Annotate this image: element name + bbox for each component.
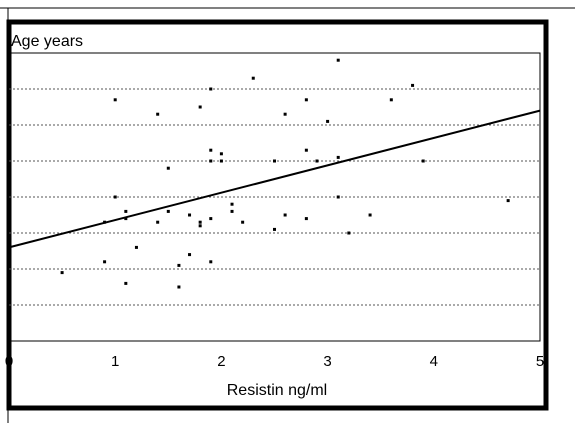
data-point xyxy=(326,119,330,123)
data-point xyxy=(113,98,117,102)
data-point xyxy=(198,224,202,228)
data-point xyxy=(304,148,308,152)
data-point xyxy=(336,58,340,62)
picture-border xyxy=(6,19,549,411)
data-point xyxy=(347,231,351,235)
data-point xyxy=(273,159,276,163)
data-point xyxy=(124,217,128,221)
regression-line xyxy=(8,109,541,249)
x-tick-label: 0 xyxy=(5,353,13,370)
data-point xyxy=(166,166,170,170)
data-point xyxy=(103,260,107,264)
x-tick-label: 3 xyxy=(323,353,331,370)
data-point xyxy=(506,199,510,203)
data-point xyxy=(411,83,415,87)
data-point xyxy=(389,98,393,102)
data-point xyxy=(336,195,340,199)
data-point xyxy=(304,98,308,102)
x-tick-label: 1 xyxy=(111,353,119,370)
data-point xyxy=(113,195,117,199)
data-point xyxy=(241,220,245,224)
data-point xyxy=(283,112,287,116)
data-point xyxy=(209,217,213,221)
data-point xyxy=(198,220,202,224)
data-point xyxy=(421,159,425,163)
data-point xyxy=(368,213,372,217)
data-point xyxy=(251,76,255,80)
data-point xyxy=(273,227,276,231)
data-point xyxy=(230,209,234,213)
scatter-points xyxy=(60,58,510,289)
data-point xyxy=(156,220,160,224)
data-point xyxy=(124,281,128,285)
data-point xyxy=(103,220,107,224)
x-tick-labels: 0 1 2 3 4 5 xyxy=(5,353,544,370)
data-point xyxy=(283,213,287,217)
data-point xyxy=(230,202,234,206)
data-point xyxy=(315,159,319,163)
x-tick-label: 5 xyxy=(536,353,544,370)
data-point xyxy=(188,213,192,217)
data-point xyxy=(188,253,192,257)
x-axis-label: Resistin ng/ml xyxy=(227,382,327,399)
data-point xyxy=(219,159,223,163)
data-point xyxy=(209,87,213,91)
y-axis-label: Age years xyxy=(11,33,83,50)
data-point xyxy=(134,245,138,249)
data-point xyxy=(60,271,64,275)
data-point xyxy=(198,105,202,109)
data-point xyxy=(124,209,128,213)
data-point xyxy=(156,112,160,116)
data-point xyxy=(209,148,213,152)
regression-line-layer xyxy=(8,109,541,249)
data-point xyxy=(304,217,308,221)
grid-lines xyxy=(9,88,540,306)
x-tick-label: 2 xyxy=(217,353,225,370)
x-tick-label: 4 xyxy=(430,353,438,370)
data-point xyxy=(177,263,181,267)
data-point xyxy=(209,260,213,264)
data-point xyxy=(166,209,170,213)
data-point xyxy=(209,159,213,163)
data-point xyxy=(177,285,181,289)
data-point xyxy=(219,152,223,156)
data-point xyxy=(336,155,340,159)
